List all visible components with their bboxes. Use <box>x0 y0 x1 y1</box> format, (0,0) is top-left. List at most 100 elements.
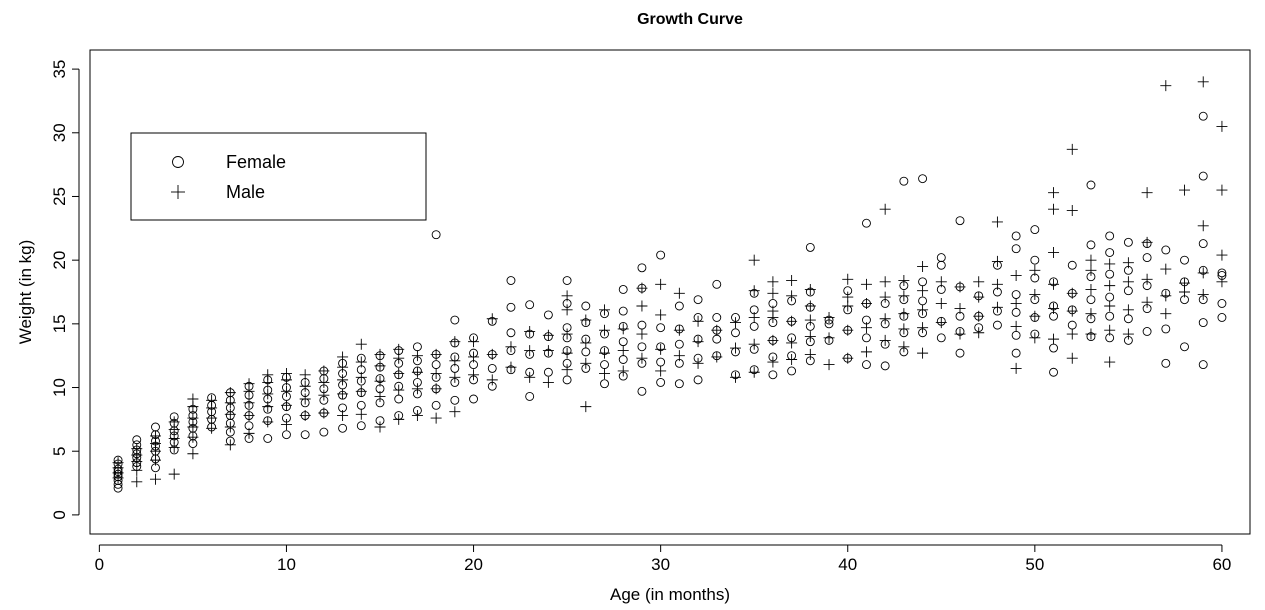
male-point <box>561 304 573 316</box>
male-points <box>112 76 1228 488</box>
male-point <box>1122 276 1134 288</box>
female-point <box>543 310 553 320</box>
male-point <box>112 457 124 469</box>
male-point <box>898 290 910 302</box>
male-point <box>917 304 929 316</box>
x-tick-label: 50 <box>1025 555 1044 574</box>
female-point <box>805 242 815 252</box>
male-point <box>1010 297 1022 309</box>
female-point <box>562 276 572 285</box>
male-point <box>224 387 236 399</box>
male-point <box>879 276 891 288</box>
female-point <box>1067 260 1077 270</box>
male-point <box>1066 305 1078 317</box>
y-tick-label: 25 <box>50 187 69 206</box>
male-point <box>1029 310 1041 322</box>
female-point <box>581 301 591 311</box>
male-point <box>411 383 423 395</box>
male-point <box>655 343 667 355</box>
male-point <box>879 203 891 215</box>
male-point <box>1010 320 1022 332</box>
female-point <box>1086 240 1096 250</box>
male-point <box>1066 328 1078 340</box>
x-tick-label: 10 <box>277 555 296 574</box>
male-point <box>187 412 199 424</box>
female-point <box>899 176 909 186</box>
female-point <box>151 422 160 432</box>
female-point <box>506 328 516 338</box>
y-tick-label: 35 <box>50 60 69 79</box>
male-point <box>636 300 648 312</box>
male-point <box>337 351 349 363</box>
female-point <box>918 277 928 287</box>
female-point <box>768 370 778 380</box>
female-point <box>674 301 684 311</box>
male-point <box>1160 290 1172 302</box>
male-point <box>374 421 386 433</box>
male-point <box>1216 249 1228 261</box>
male-point <box>729 342 741 354</box>
female-point <box>955 348 965 358</box>
male-point <box>991 301 1003 313</box>
male-point <box>860 322 872 334</box>
female-point <box>1086 180 1096 190</box>
male-point <box>187 431 199 443</box>
male-point <box>1066 352 1078 364</box>
male-point <box>935 317 947 329</box>
male-point <box>898 341 910 353</box>
female-point <box>1161 324 1171 334</box>
male-point <box>355 371 367 383</box>
female-point <box>1161 358 1171 368</box>
female-point <box>1180 342 1189 352</box>
female-point <box>581 347 591 357</box>
male-point <box>262 369 274 381</box>
male-point <box>692 336 704 348</box>
male-point <box>1197 267 1209 279</box>
male-point <box>355 338 367 350</box>
male-point <box>655 278 667 290</box>
male-point <box>468 369 480 381</box>
y-axis-label: Weight (in kg) <box>16 240 35 345</box>
male-point <box>262 416 274 428</box>
male-point <box>1010 362 1022 374</box>
male-point <box>299 369 311 381</box>
male-point <box>262 388 274 400</box>
male-point <box>318 365 330 377</box>
female-point <box>300 430 310 440</box>
y-tick-label: 0 <box>50 510 69 519</box>
male-point <box>917 261 929 273</box>
y-tick-label: 10 <box>50 378 69 397</box>
female-point <box>693 375 703 385</box>
male-point <box>337 410 349 422</box>
male-point <box>599 304 611 316</box>
female-point <box>936 333 946 343</box>
x-tick-label: 0 <box>95 555 104 574</box>
female-point <box>1011 290 1021 299</box>
male-point <box>767 276 779 288</box>
female-point <box>1011 330 1021 340</box>
male-point <box>973 291 985 303</box>
female-point <box>132 435 142 445</box>
female-point <box>600 360 609 370</box>
male-point <box>1085 328 1097 340</box>
female-point <box>1049 367 1058 377</box>
female-point <box>712 313 722 322</box>
female-point <box>1198 360 1208 370</box>
female-point <box>787 366 797 376</box>
plot-area-frame <box>89 49 1251 535</box>
male-point <box>1029 332 1041 344</box>
male-point <box>262 401 274 413</box>
female-point <box>618 337 628 347</box>
female-point <box>674 379 684 389</box>
female-point <box>356 421 366 431</box>
male-point <box>393 343 405 355</box>
male-point <box>505 341 517 353</box>
male-point <box>187 448 199 460</box>
female-point <box>656 377 666 387</box>
male-point <box>486 374 498 386</box>
male-point <box>729 371 741 383</box>
y-tick-label: 15 <box>50 314 69 333</box>
male-point <box>1141 187 1153 199</box>
male-point <box>337 388 349 400</box>
female-point <box>1217 299 1227 308</box>
